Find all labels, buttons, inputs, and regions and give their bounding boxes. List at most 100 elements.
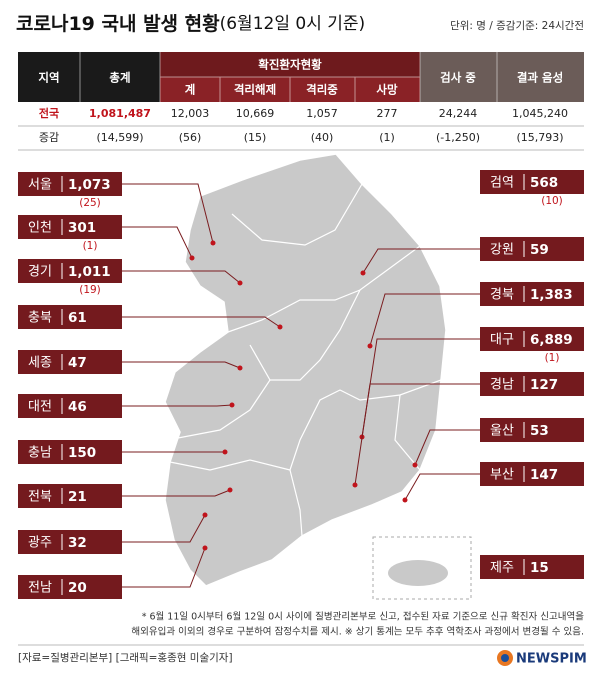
- leader-line: [122, 270, 241, 284]
- region-name: 전남: [28, 581, 52, 596]
- region-box: [18, 394, 122, 418]
- leader-line: [354, 383, 480, 486]
- title-sub: (6월12일 0시 기준): [220, 14, 366, 34]
- table-cell: (14,599): [96, 131, 143, 144]
- region-name: 서울: [28, 178, 52, 193]
- location-dot: [237, 280, 243, 286]
- region-name: 강원: [490, 243, 514, 258]
- table-cell: 전국: [39, 106, 59, 120]
- leader-line: [122, 404, 233, 407]
- title-main: 코로나19 국내 발생 현황: [16, 12, 220, 35]
- region-value: 1,073: [68, 177, 111, 193]
- credits: [자료=질병관리본부] [그래픽=홍종현 미술기자]: [18, 651, 233, 664]
- region-box: [18, 259, 122, 283]
- region-box: [480, 555, 584, 579]
- region-value: 61: [68, 310, 87, 326]
- location-dot: [352, 482, 358, 488]
- head-label: 결과 음성: [517, 71, 563, 85]
- location-dot: [202, 512, 208, 518]
- location-dot: [360, 270, 366, 276]
- location-dot: [222, 449, 228, 455]
- region-name: 전북: [28, 490, 52, 505]
- table-cell: 증감: [39, 131, 59, 144]
- region-box: [18, 440, 122, 464]
- table-cell: (40): [311, 131, 334, 144]
- region-value: 20: [68, 580, 87, 596]
- region-name: 광주: [28, 536, 52, 551]
- region-change: (10): [541, 195, 563, 207]
- region-box: [18, 484, 122, 508]
- footnote-line: 해외유입과 이외의 경우로 구분하여 잠정수치를 제시. ※ 상기 통계는 모두…: [131, 626, 584, 638]
- region-box: [480, 418, 584, 442]
- region-box: [480, 170, 584, 194]
- region-box: [480, 372, 584, 396]
- region-name: 대구: [490, 333, 514, 348]
- region-value: 150: [68, 445, 96, 461]
- footnote-line: * 6월 11일 0시부터 6월 12일 0시 사이에 질병관리본부로 신고, …: [142, 611, 585, 623]
- region-box: [18, 172, 122, 196]
- region-change: (1): [545, 352, 560, 364]
- region-box: [18, 530, 122, 554]
- region-name: 경북: [490, 288, 514, 303]
- leader-line: [404, 473, 480, 501]
- head-label: 지역: [38, 71, 59, 85]
- table-cell: (15,793): [516, 131, 563, 144]
- logo-icon: [501, 654, 509, 662]
- region-name: 세종: [28, 356, 52, 371]
- head-label: 격리중: [306, 83, 338, 97]
- head-label: 확진환자현황: [258, 58, 322, 72]
- header-dividers: [79, 52, 498, 102]
- region-box: [18, 575, 122, 599]
- region-value: 32: [68, 535, 87, 551]
- region-value: 301: [68, 220, 96, 236]
- region-box: [18, 215, 122, 239]
- location-dot: [402, 497, 408, 503]
- location-dot: [412, 462, 418, 468]
- mainland: [164, 153, 447, 587]
- region-name: 검역: [490, 176, 514, 191]
- table-cell: 1,057: [306, 107, 338, 120]
- region-name: 경기: [28, 265, 52, 280]
- region-value: 46: [68, 399, 87, 415]
- leader-line: [362, 248, 480, 274]
- region-value: 53: [530, 423, 549, 439]
- table-rules: [18, 125, 584, 151]
- region-name: 울산: [490, 424, 514, 439]
- leader-line: [122, 489, 231, 497]
- table-cell: (15): [244, 131, 267, 144]
- location-dot: [229, 402, 235, 408]
- location-dot: [227, 487, 233, 493]
- table-cell: (1): [379, 131, 395, 144]
- title: 코로나19 국내 발생 현황(6월12일 0시 기준): [16, 12, 365, 35]
- region-box: [480, 282, 584, 306]
- head-label: 격리해제: [234, 83, 276, 97]
- table-cell: (56): [179, 131, 202, 144]
- table-cell: 1,081,487: [89, 107, 151, 120]
- region-box: [480, 237, 584, 261]
- table-cell: 24,244: [439, 107, 478, 120]
- region-box: [480, 462, 584, 486]
- leader-line: [122, 361, 241, 369]
- leader-line: [122, 514, 206, 543]
- region-name: 경남: [490, 378, 514, 393]
- region-value: 21: [68, 489, 87, 505]
- location-dot: [202, 545, 208, 551]
- table-cell: 10,669: [236, 107, 275, 120]
- leader-line: [122, 316, 281, 328]
- table-cell: 12,003: [171, 107, 210, 120]
- map: [164, 153, 472, 600]
- region-box: [480, 327, 584, 351]
- location-dot: [237, 365, 243, 371]
- region-value: 6,889: [530, 332, 573, 348]
- jeju-inset: [372, 536, 472, 600]
- region-name: 충북: [28, 311, 52, 326]
- region-value: 1,011: [68, 264, 111, 280]
- head-label: 사망: [376, 83, 398, 97]
- leader-line: [122, 183, 214, 244]
- table-cell: 1,045,240: [512, 107, 568, 120]
- footnote: * 6월 11일 0시부터 6월 12일 0시 사이에 질병관리본부로 신고, …: [131, 611, 584, 638]
- region-name: 대전: [28, 400, 52, 415]
- region-name: 부산: [490, 468, 514, 483]
- location-dot: [277, 324, 283, 330]
